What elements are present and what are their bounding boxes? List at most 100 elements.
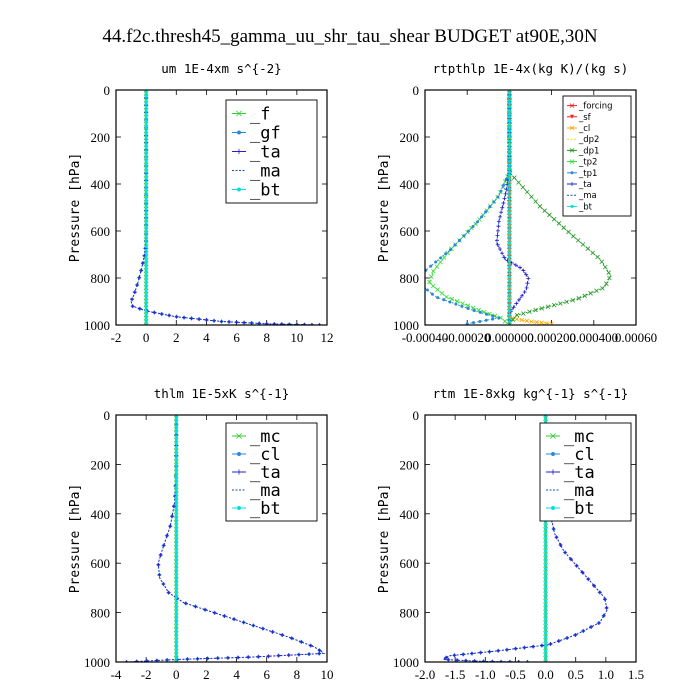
data-point (174, 603, 178, 607)
data-point (430, 283, 436, 289)
data-point (144, 180, 148, 184)
legend-entry: _dp2 (578, 135, 599, 145)
data-point (607, 275, 612, 281)
data-point (144, 163, 148, 167)
y-tick-label: 200 (91, 130, 111, 145)
data-point (256, 654, 261, 659)
data-point (444, 294, 449, 300)
data-point (544, 631, 548, 635)
data-point (174, 642, 178, 646)
data-point (429, 274, 434, 279)
x-tick-label: -2.0 (415, 667, 436, 682)
data-point (507, 98, 511, 102)
data-point (516, 180, 521, 185)
data-point (174, 445, 178, 449)
legend-entry: _dp1 (578, 146, 599, 156)
legend-marker (570, 204, 574, 208)
plot-frame (424, 89, 637, 326)
y-tick-label: 600 (400, 224, 420, 239)
data-point (144, 303, 148, 307)
data-point (514, 316, 520, 322)
data-point (544, 549, 548, 553)
data-point (604, 281, 609, 286)
data-point (494, 238, 499, 243)
data-point (144, 272, 148, 276)
data-point (435, 287, 440, 292)
x-tick-label: 0.5 (568, 667, 584, 682)
x-tick-label: -2 (141, 667, 152, 682)
data-point (600, 285, 605, 291)
data-point (174, 510, 178, 514)
data-point (144, 170, 148, 174)
data-point (500, 251, 505, 256)
data-point (604, 605, 609, 610)
data-point (174, 588, 178, 592)
data-point (574, 563, 579, 568)
data-point (144, 105, 148, 109)
data-point (144, 91, 148, 95)
data-point (144, 98, 148, 102)
x-tick-label: 0.00060 (615, 330, 657, 345)
data-point (132, 290, 137, 295)
data-point (507, 303, 511, 307)
data-point (317, 651, 322, 656)
data-point (507, 163, 511, 167)
panel-title: um 1E-4xm s^{-2} (161, 61, 281, 76)
data-point (189, 316, 194, 321)
data-point (317, 323, 322, 325)
data-point (144, 313, 148, 317)
data-point (299, 639, 304, 644)
data-point (531, 644, 536, 649)
data-point (158, 553, 163, 558)
data-point (174, 474, 178, 478)
data-point (453, 243, 457, 247)
y-tick-label: 400 (91, 507, 111, 522)
data-point (554, 535, 559, 540)
data-point (266, 654, 271, 659)
x-tick-label: 8 (294, 667, 301, 682)
data-point (264, 321, 269, 325)
data-point (174, 531, 178, 535)
data-point (140, 261, 145, 266)
data-point (280, 632, 285, 637)
legend-entry: _ma (250, 162, 281, 182)
data-point (144, 187, 148, 191)
data-point (144, 119, 148, 123)
data-point (144, 149, 148, 153)
legend-marker (237, 187, 241, 192)
data-point (510, 317, 516, 322)
chart-panel-2: rtpthlp 1E-4x(kg K)/(kg s) Pressure [hPa]… (377, 61, 657, 345)
data-point (501, 183, 505, 187)
data-point (507, 262, 511, 266)
data-point (225, 655, 230, 660)
data-point (544, 571, 548, 575)
legend-marker (550, 433, 556, 439)
data-point (442, 298, 446, 302)
data-point (174, 556, 178, 560)
data-point (507, 248, 511, 252)
data-point (427, 279, 432, 285)
data-point (452, 653, 457, 658)
data-point (144, 234, 148, 238)
x-tick-label: -0.5 (505, 667, 526, 682)
data-point (507, 272, 511, 276)
data-point (144, 279, 148, 283)
data-point (174, 545, 178, 549)
data-point (174, 639, 178, 643)
data-point (434, 264, 440, 269)
series-line-tp2 (428, 90, 510, 325)
data-point (500, 205, 505, 210)
data-point (135, 283, 140, 288)
data-point (537, 203, 543, 209)
data-point (507, 112, 511, 116)
data-point (174, 553, 178, 557)
data-point (504, 187, 509, 192)
legend-entry: _ta (578, 180, 592, 190)
data-point (144, 190, 148, 194)
data-point (507, 282, 511, 286)
data-point (144, 102, 148, 106)
data-point (260, 626, 265, 631)
data-point (144, 146, 148, 150)
data-point (520, 184, 526, 190)
data-point (556, 638, 561, 643)
